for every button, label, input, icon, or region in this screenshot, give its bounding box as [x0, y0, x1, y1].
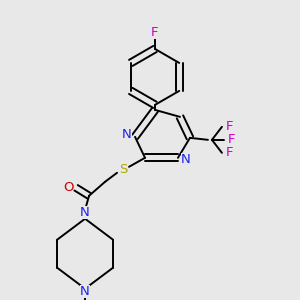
Text: N: N [122, 128, 132, 141]
Text: N: N [181, 153, 191, 166]
Text: S: S [119, 163, 127, 176]
Text: F: F [228, 133, 236, 146]
Text: N: N [80, 285, 90, 298]
Text: F: F [151, 26, 159, 40]
Text: F: F [226, 146, 234, 159]
Text: N: N [80, 206, 90, 219]
Text: F: F [226, 120, 234, 134]
Text: O: O [63, 181, 73, 194]
